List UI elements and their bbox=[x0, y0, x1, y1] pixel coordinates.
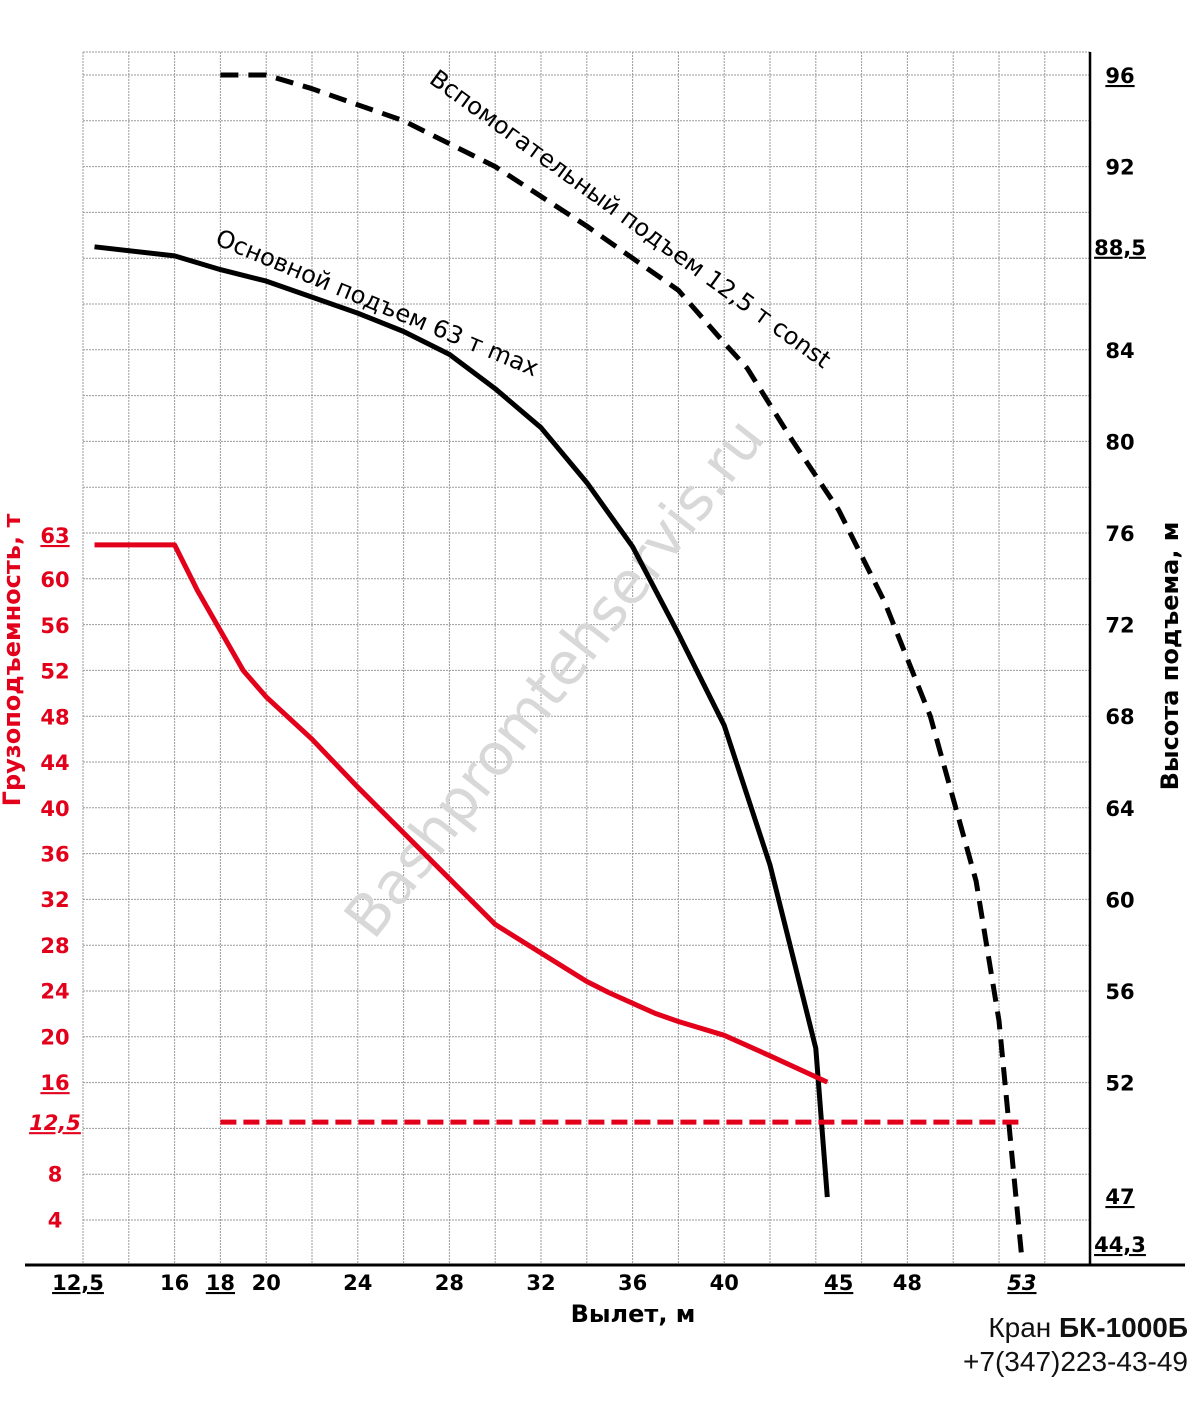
left-tick-label: 60 bbox=[40, 568, 69, 592]
right-tick-label: 92 bbox=[1105, 156, 1134, 180]
left-tick-label: 52 bbox=[40, 660, 69, 684]
crane-model: БК-1000Б bbox=[1059, 1312, 1188, 1343]
left-tick-label: 56 bbox=[40, 614, 69, 638]
left-tick-label: 12,5 bbox=[29, 1111, 81, 1135]
crane-word: Кран bbox=[988, 1312, 1060, 1343]
right-tick-label: 84 bbox=[1105, 339, 1134, 363]
right-tick-label: 76 bbox=[1105, 522, 1134, 546]
right-tick-label: 68 bbox=[1105, 705, 1134, 729]
x-tick-label: 36 bbox=[618, 1271, 647, 1295]
left-tick-label: 28 bbox=[40, 934, 69, 958]
x-tick-label: 48 bbox=[893, 1271, 922, 1295]
right-tick-label: 52 bbox=[1105, 1072, 1134, 1096]
left-tick-label: 4 bbox=[48, 1208, 63, 1232]
series-label-main: Основной подъем 63 т max bbox=[212, 224, 543, 383]
left-axis-title: Грузоподъемность, т bbox=[0, 514, 26, 807]
x-tick-label: 45 bbox=[824, 1271, 853, 1295]
x-tick-label: 32 bbox=[526, 1271, 555, 1295]
right-tick-label: 88,5 bbox=[1094, 236, 1146, 260]
left-tick-label: 63 bbox=[40, 524, 69, 548]
x-tick-label: 16 bbox=[160, 1271, 189, 1295]
left-tick-label: 40 bbox=[40, 797, 69, 821]
left-tick-label: 32 bbox=[40, 888, 69, 912]
series-label-aux: Вспомогательный подъем 12,5 т const bbox=[424, 64, 836, 374]
left-tick-label: 48 bbox=[40, 705, 69, 729]
series-line-0 bbox=[94, 244, 830, 1198]
crane-title: Кран БК-1000Б bbox=[988, 1312, 1188, 1344]
right-tick-label: 56 bbox=[1105, 980, 1134, 1004]
right-tick-label: 47 bbox=[1105, 1185, 1134, 1209]
contact-phone: +7(347)223-43-49 bbox=[963, 1346, 1188, 1377]
x-tick-label: 40 bbox=[710, 1271, 739, 1295]
x-tick-label: 12,5 bbox=[52, 1271, 104, 1295]
tick-labels: 12,5 16 18 20 24 28 32 36 40 45 48 5363605652484440… bbox=[29, 64, 1146, 1295]
left-tick-label: 24 bbox=[40, 980, 69, 1004]
x-tick-label: 24 bbox=[343, 1271, 372, 1295]
series-line-1 bbox=[220, 72, 1025, 1260]
x-tick-label: 20 bbox=[252, 1271, 281, 1295]
grid bbox=[82, 51, 1092, 1267]
x-tick-label: 28 bbox=[435, 1271, 464, 1295]
x-tick-label: 53 bbox=[1007, 1271, 1036, 1295]
left-tick-label: 8 bbox=[48, 1163, 63, 1187]
left-tick-label: 44 bbox=[40, 751, 69, 775]
right-tick-label: 44,3 bbox=[1094, 1233, 1146, 1257]
series-group bbox=[94, 72, 1025, 1260]
axes bbox=[25, 52, 1185, 1267]
left-tick-label: 20 bbox=[40, 1025, 69, 1049]
right-tick-label: 60 bbox=[1105, 888, 1134, 912]
right-tick-label: 80 bbox=[1105, 430, 1134, 454]
x-tick-label: 18 bbox=[206, 1271, 235, 1295]
left-tick-label: 36 bbox=[40, 843, 69, 867]
crane-title-text: Кран БК-1000Б bbox=[988, 1312, 1188, 1343]
x-axis-title: Вылет, м bbox=[571, 1300, 696, 1328]
series-line-2 bbox=[94, 542, 829, 1085]
right-tick-label: 96 bbox=[1105, 64, 1134, 88]
right-tick-label: 64 bbox=[1105, 797, 1134, 821]
left-tick-label: 16 bbox=[40, 1071, 69, 1095]
right-axis-title: Высота подъема, м bbox=[1156, 522, 1184, 791]
right-tick-label: 72 bbox=[1105, 614, 1134, 638]
